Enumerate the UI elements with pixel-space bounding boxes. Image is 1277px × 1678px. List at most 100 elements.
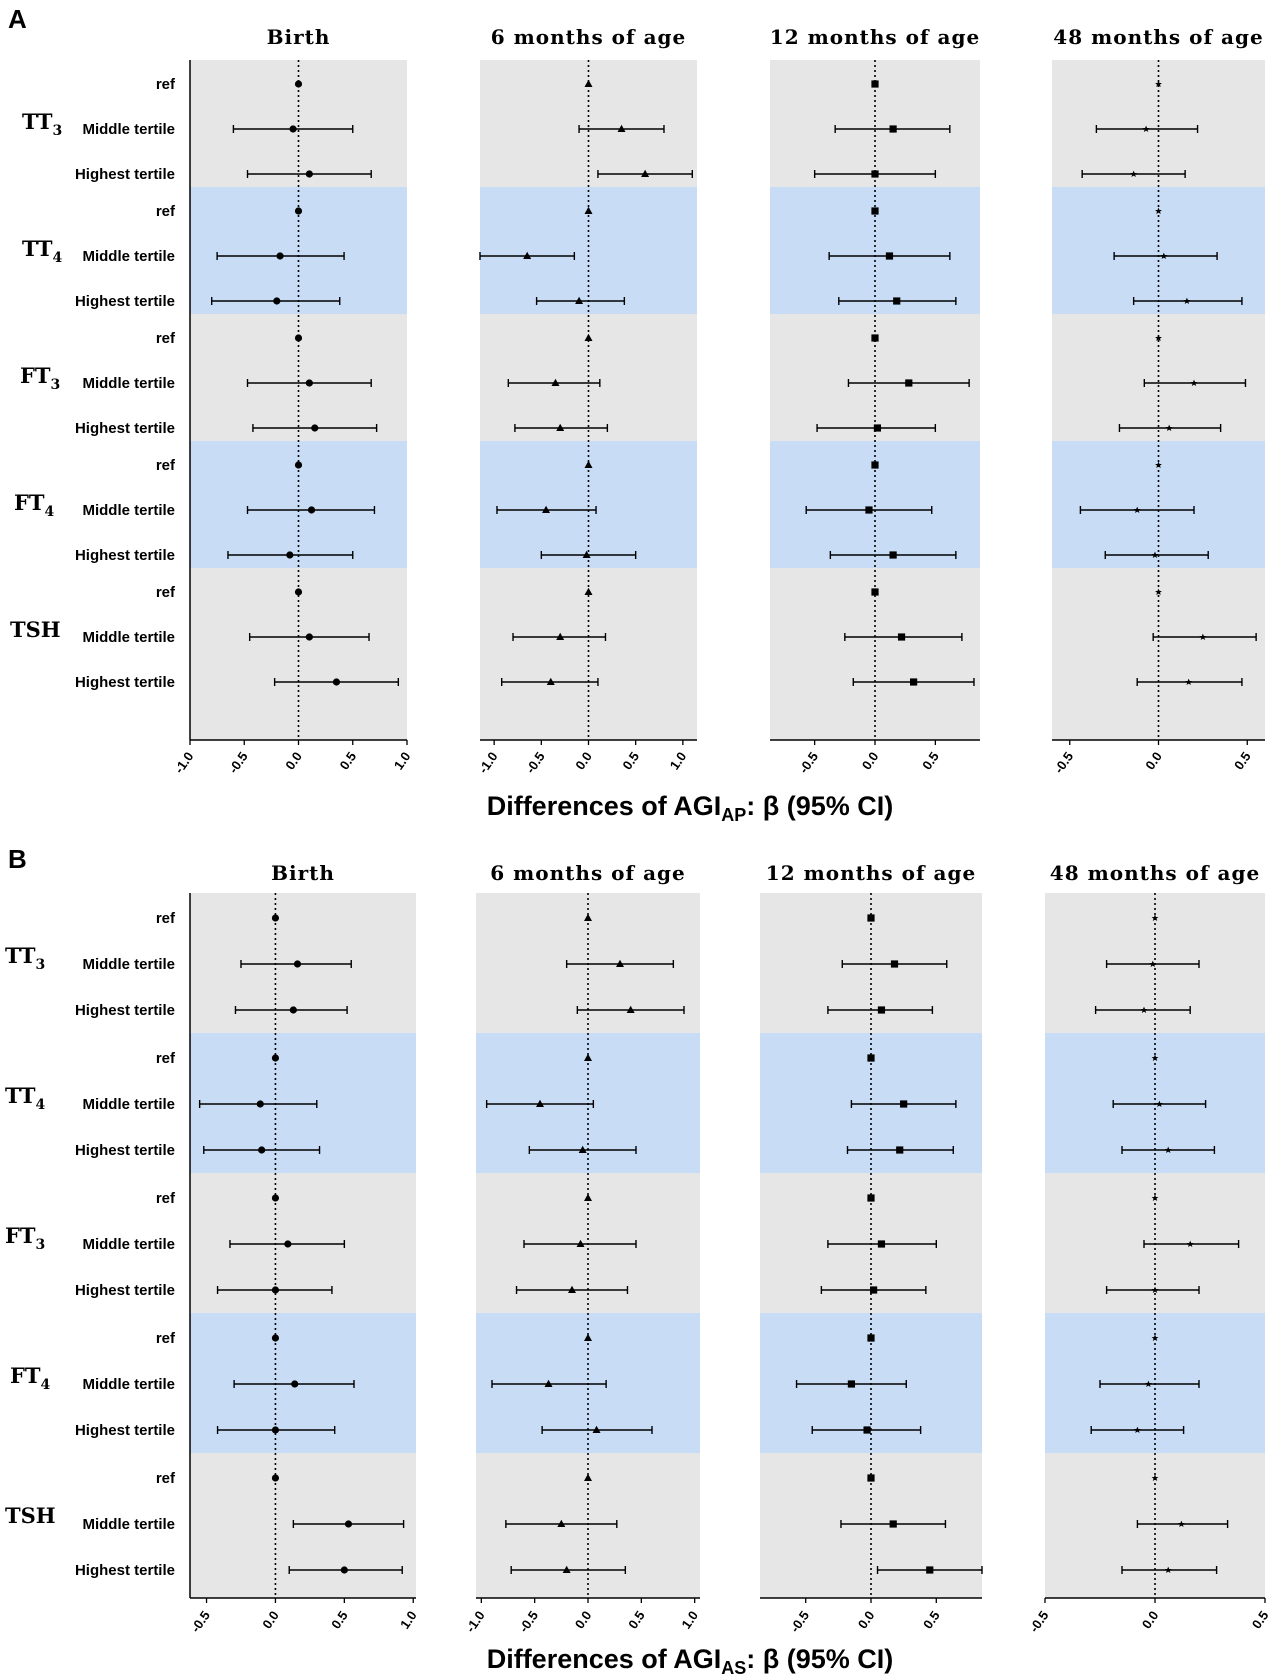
panel-a-point-2-13	[897, 633, 906, 641]
panel-b-row-label-0-2: Highest tertile	[75, 1002, 175, 1019]
panel-a-group-label-0: TT3	[22, 109, 62, 139]
panel-b-point-2-8	[870, 1286, 878, 1294]
panel-b-point-2-5	[896, 1146, 904, 1154]
panel-a-point-0-4	[276, 252, 284, 260]
panel-a-point-2-12	[871, 588, 879, 596]
panel-b-point-1-3	[584, 1053, 592, 1061]
panel-a-point-3-10	[1133, 506, 1141, 513]
panel-a-tick-label-3-1: 0.0	[1142, 749, 1165, 772]
panel-b-point-1-11	[592, 1425, 601, 1433]
panel-b-column-title-2: 12 months of age	[766, 861, 976, 885]
panel-a-point-1-8	[556, 423, 565, 431]
panel-a-point-1-2	[641, 169, 650, 177]
panel-b-row-label-0-0: ref	[156, 910, 176, 927]
panel-a-column-3: 48 months of age -0.5 0.0 0.5	[1051, 25, 1265, 776]
panel-b-point-3-2	[1140, 1006, 1148, 1013]
panel-b-group-label-3: FT4	[10, 1363, 51, 1393]
panel-a-band-2-0	[770, 60, 980, 187]
panel-a-tick-label-0-3: 0.5	[337, 749, 360, 772]
panel-b-row-label-2-2: Highest tertile	[75, 1282, 175, 1299]
panel-label-a: A	[8, 4, 27, 34]
panel-b-point-2-1	[890, 960, 899, 968]
panel-b-point-1-2	[626, 1005, 635, 1013]
panel-a-group-label-3: FT4	[14, 490, 55, 520]
panel-b-band-0-1	[190, 1033, 416, 1173]
panel-b-column-title-0: Birth	[271, 861, 335, 885]
panel-a-point-2-8	[873, 424, 882, 432]
panel-a-point-2-2	[871, 170, 879, 178]
panel-b-point-1-0	[584, 913, 592, 921]
panel-a-x-axis-title: Differences of AGIAP: β (95% CI)	[487, 791, 894, 825]
panel-b-point-0-13	[344, 1520, 353, 1528]
panel-a-point-0-6	[294, 334, 303, 342]
panel-b-tick-label-2-2: 0.5	[920, 1608, 943, 1631]
panel-b-point-0-9	[271, 1334, 280, 1342]
panel-b-row-label-2-0: ref	[156, 1190, 176, 1207]
panel-b-point-3-14	[1164, 1566, 1172, 1573]
panel-b-point-0-14	[340, 1566, 348, 1574]
panel-a-point-0-10	[307, 506, 316, 514]
panel-a-band-3-4	[1052, 568, 1265, 740]
panel-b-point-2-14	[926, 1566, 934, 1574]
panel-a-row-label-3-2: Highest tertile	[75, 547, 175, 564]
panel-a-point-2-10	[865, 506, 873, 514]
panel-b-point-1-6	[584, 1193, 592, 1201]
panel-a-row-label-2-0: ref	[156, 330, 176, 347]
panel-b-tick-label-2-0: -0.5	[787, 1608, 812, 1635]
panel-a-group-label-4: TSH	[10, 617, 61, 642]
panel-a-tick-label-1-2: 0.0	[572, 749, 595, 772]
panel-a-band-0-0	[190, 60, 407, 187]
panel-a-point-2-11	[889, 551, 897, 559]
panel-a-group-label-2: FT3	[20, 363, 60, 393]
panel-a-point-1-10	[542, 505, 551, 513]
panel-a-point-0-3	[294, 207, 303, 215]
panel-a-tick-label-0-1: -0.5	[226, 749, 251, 776]
panel-a-point-1-5	[575, 296, 584, 304]
panel-b-point-2-6	[867, 1194, 875, 1202]
panel-a-point-3-6	[1155, 334, 1162, 341]
panel-a-row-label-4-0: ref	[156, 584, 176, 601]
panel-a-point-1-14	[546, 677, 555, 685]
panel-b-point-2-0	[867, 914, 875, 922]
panel-b-point-1-14	[562, 1565, 571, 1573]
panel-a-point-2-0	[871, 80, 879, 88]
panel-b-tick-label-3-0: -0.5	[1026, 1608, 1051, 1635]
panel-a-point-3-3	[1155, 207, 1162, 214]
panel-a-tick-label-1-4: 1.0	[667, 749, 690, 772]
panel-b-point-1-1	[616, 959, 624, 967]
panel-a-column-title-3: 48 months of age	[1053, 25, 1263, 49]
panel-a-point-2-4	[885, 252, 894, 260]
panel-b-point-0-2	[289, 1006, 297, 1014]
panel-b-row-label-1-1: Middle tertile	[82, 1096, 175, 1113]
panel-b-band-0-3	[190, 1313, 416, 1453]
panel-b-row-label-4-2: Highest tertile	[75, 1562, 175, 1579]
panel-a-row-label-1-2: Highest tertile	[75, 293, 175, 310]
panel-b-point-1-5	[578, 1145, 587, 1153]
panel-label-b: B	[8, 844, 27, 874]
panel-b-point-0-12	[271, 1474, 280, 1482]
panel-a-row-label-2-2: Highest tertile	[75, 420, 175, 437]
panel-b-tick-label-0-0: -0.5	[188, 1608, 213, 1635]
panel-b-row-label-3-0: ref	[156, 1330, 176, 1347]
panel-b-band-0-2	[190, 1173, 416, 1313]
panel-a-point-2-14	[910, 678, 918, 686]
panel-a: A TT3 ref Middle tertile Highest tertile TT4…	[8, 4, 1265, 825]
panel-b-tick-label-0-3: 1.0	[397, 1608, 420, 1631]
panel-a-point-3-8	[1165, 424, 1173, 431]
panel-a-point-0-0	[294, 80, 303, 88]
panel-a-point-1-4	[523, 251, 532, 259]
panel-b-point-0-7	[284, 1240, 292, 1248]
panel-b-point-3-1	[1149, 960, 1157, 967]
panel-a-column-title-2: 12 months of age	[770, 25, 980, 49]
panel-b-point-3-11	[1134, 1426, 1141, 1433]
panel-a-point-3-2	[1130, 170, 1138, 177]
panel-b-point-0-1	[293, 960, 302, 968]
panel-b-row-label-1-2: Highest tertile	[75, 1142, 175, 1159]
panel-b-column-2: 12 months of age -0.5 0.0 0.5	[760, 861, 983, 1635]
panel-a-row-label-3-0: ref	[156, 457, 176, 474]
panel-b-point-1-13	[557, 1519, 566, 1527]
panel-b-point-0-5	[258, 1146, 266, 1154]
panel-b-point-0-11	[271, 1426, 280, 1434]
panel-a-point-3-11	[1151, 551, 1159, 558]
